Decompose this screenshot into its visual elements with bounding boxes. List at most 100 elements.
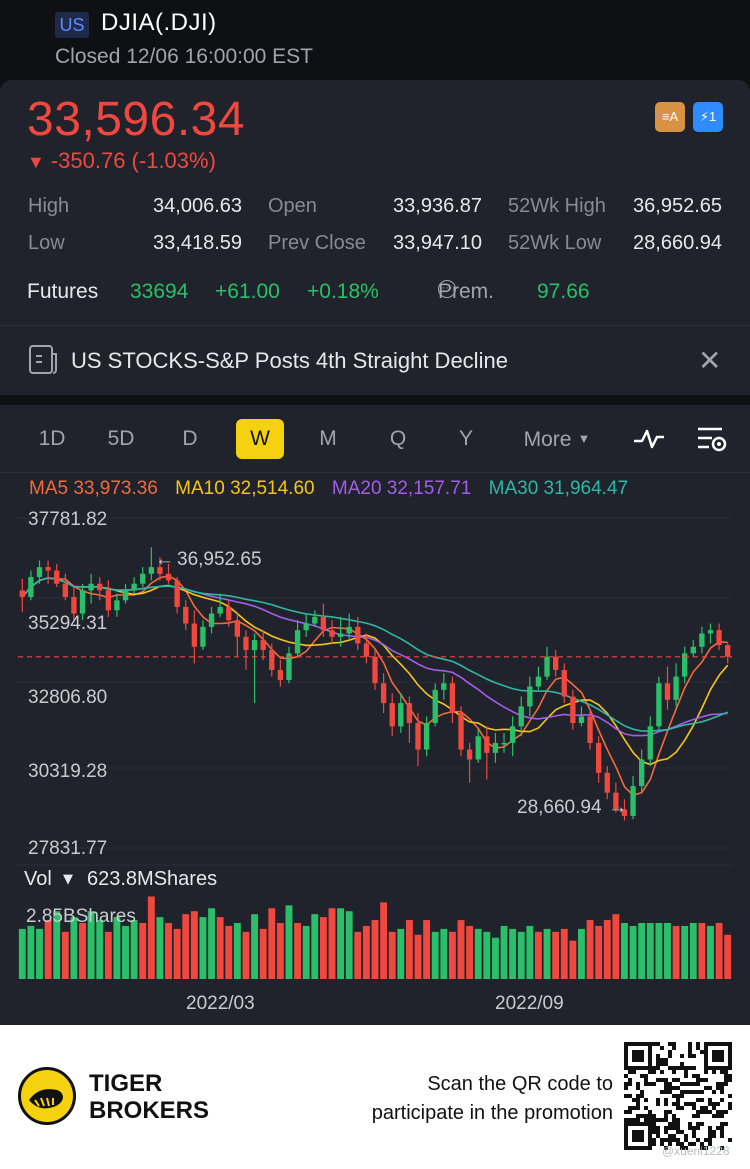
qr-module (688, 1046, 692, 1050)
qr-module (628, 1070, 632, 1074)
qr-module (696, 1042, 700, 1046)
stat-low-value: 33,418.59 (153, 232, 242, 254)
volume-bar (104, 931, 112, 979)
qr-module (692, 1074, 696, 1078)
qr-module (668, 1042, 672, 1046)
qr-module (704, 1138, 708, 1142)
tab-m[interactable]: M (319, 427, 337, 450)
qr-module (668, 1110, 672, 1114)
volume-bar (96, 920, 104, 979)
qr-module (664, 1058, 668, 1062)
candle-body (157, 567, 163, 574)
info-dots-icon[interactable]: ··· (438, 280, 456, 298)
qr-module (652, 1118, 656, 1122)
volume-caret-icon[interactable]: ▼ (63, 872, 73, 887)
qr-module (700, 1098, 704, 1102)
volume-bar (423, 920, 431, 979)
qr-module (664, 1086, 668, 1090)
chart-settings-icon[interactable] (696, 425, 728, 455)
candle-body (509, 726, 516, 743)
candle-body (544, 656, 550, 677)
qr-module (700, 1078, 704, 1082)
volume-bar (724, 934, 732, 979)
candle-body (682, 653, 688, 677)
qr-module (696, 1114, 700, 1118)
tab-y[interactable]: Y (458, 427, 473, 450)
volume-label[interactable]: Vol (24, 868, 52, 890)
qr-module (668, 1122, 672, 1126)
volume-bar (87, 911, 95, 979)
volume-bar (182, 914, 190, 979)
tab-more[interactable]: More ▼ (515, 419, 599, 459)
qr-module (692, 1102, 696, 1106)
tab-1d[interactable]: 1D (38, 427, 66, 450)
candle-body (613, 792, 619, 810)
qr-code-icon[interactable] (624, 1042, 732, 1150)
indicator-icon[interactable] (632, 425, 666, 453)
stat-52wk-low-label: 52Wk Low (508, 232, 602, 254)
candle-body (329, 630, 335, 637)
qr-module (716, 1082, 720, 1086)
tab-d[interactable]: D (182, 427, 198, 450)
qr-module (644, 1074, 648, 1078)
candlestick-chart[interactable]: 37781.82 35294.31 32806.80 30319.28 2783… (0, 405, 750, 1025)
stat-prev-close-label: Prev Close (268, 232, 366, 254)
volume-bar (259, 928, 267, 979)
news-headline[interactable]: US STOCKS-S&P Posts 4th Straight Decline (71, 348, 508, 373)
market-badge: US (55, 12, 89, 38)
period-tabs: 1D 5D D W M Q Y More ▼ (0, 405, 750, 473)
tab-q[interactable]: Q (389, 427, 407, 450)
qr-module (680, 1054, 684, 1058)
qr-module (716, 1110, 720, 1114)
candle-body (191, 623, 198, 647)
candle-body (45, 567, 51, 571)
volume-bar (147, 896, 155, 979)
qr-module (624, 1082, 628, 1086)
volume-bar (517, 931, 525, 979)
volume-bar (414, 934, 422, 979)
close-icon[interactable]: ✕ (698, 345, 722, 376)
tab-w[interactable]: W (236, 419, 284, 459)
qr-module (708, 1102, 712, 1106)
stat-high-label: High (28, 195, 70, 217)
qr-module (728, 1106, 732, 1110)
candle-body (441, 683, 447, 690)
volume-bar (242, 931, 250, 979)
volume-bar (276, 923, 284, 979)
qr-module (660, 1062, 664, 1066)
qr-module (660, 1138, 664, 1142)
qr-module (696, 1138, 700, 1142)
qr-module (652, 1122, 656, 1126)
ma5-line (21, 574, 728, 797)
candle-body (552, 656, 559, 670)
candle-body (260, 640, 266, 651)
qr-module (660, 1078, 664, 1082)
qr-module (636, 1118, 640, 1122)
candle-body (165, 573, 172, 581)
volume-bar (199, 917, 207, 979)
y-tick-label: 37781.82 (28, 509, 107, 530)
level-a-badge-icon[interactable]: ≡A (655, 102, 685, 132)
news-bar[interactable]: US STOCKS-S&P Posts 4th Straight Decline… (0, 325, 750, 395)
qr-module (696, 1110, 700, 1114)
qr-module (644, 1098, 648, 1102)
qr-module (644, 1078, 648, 1082)
tab-5d[interactable]: 5D (107, 427, 135, 450)
lightning-badge-icon[interactable]: ⚡1 (693, 102, 723, 132)
qr-module (672, 1138, 676, 1142)
volume-bar (707, 925, 714, 979)
qr-module (636, 1094, 640, 1098)
qr-module (728, 1102, 732, 1106)
stat-open-value: 33,936.87 (393, 195, 482, 217)
candle-body (71, 596, 77, 614)
candle-body (527, 686, 533, 707)
down-arrow-icon: ▼ (27, 152, 45, 172)
y-tick-label: 30319.28 (28, 761, 107, 782)
qr-module (640, 1114, 644, 1118)
caret-down-icon: ▼ (577, 431, 591, 446)
volume-bar (586, 920, 594, 979)
promo-banner[interactable]: TIGER BROKERS Scan the QR code to partic… (0, 1025, 750, 1169)
volume-bar (431, 931, 439, 979)
volume-bar (664, 923, 671, 979)
qr-module (668, 1142, 672, 1146)
